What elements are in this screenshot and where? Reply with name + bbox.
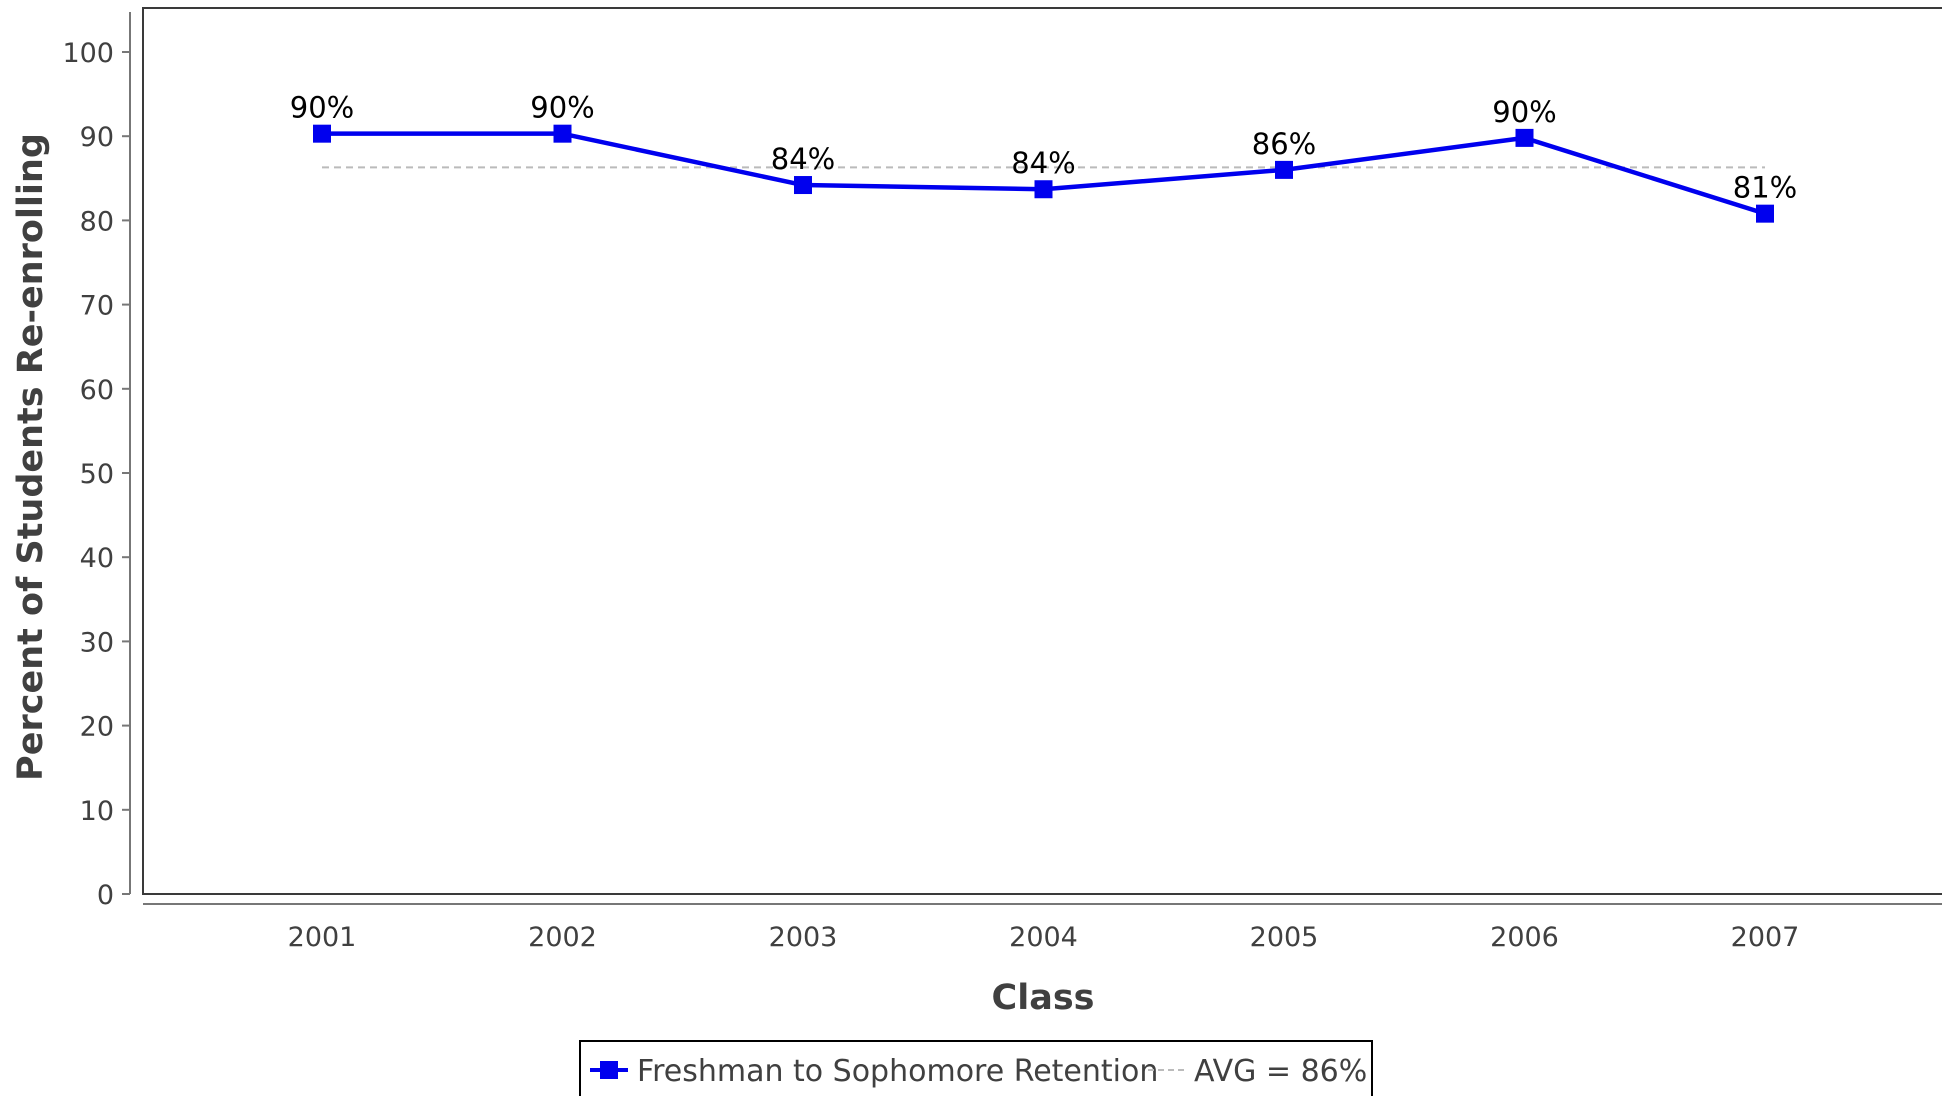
x-tick-label: 2001 [288,922,357,953]
x-tick-label: 2007 [1731,922,1800,953]
y-tick-label: 40 [80,543,114,574]
data-point-marker [1034,180,1053,199]
legend-series-label: Freshman to Sophomore Retention [637,1054,1158,1089]
data-point-marker [313,124,331,143]
y-tick-label: 80 [80,206,114,237]
y-tick-label: 20 [80,712,114,743]
y-tick-label: 0 [97,880,114,911]
series-layer [313,124,1774,223]
legend-series-marker-icon [600,1061,618,1079]
legend-average-label: AVG = 86% [1194,1054,1367,1089]
data-point-marker [794,176,812,195]
data-label: 84% [1011,146,1075,180]
x-tick-label: 2004 [1009,922,1078,953]
x-tick-label: 2002 [528,922,597,953]
data-label: 84% [771,142,835,176]
data-label: 86% [1252,127,1316,161]
data-label: 90% [290,91,354,125]
x-tick-label: 2006 [1490,922,1559,953]
data-point-marker [1275,160,1293,179]
x-axis: 2001 2002 2003 2004 2005 2006 2007 [143,903,1942,953]
x-axis-title: Class [992,978,1095,1018]
y-tick-label: 30 [80,627,114,658]
data-label: 90% [530,91,594,125]
y-tick-label: 10 [80,796,114,827]
y-tick-label: 60 [80,375,114,406]
y-axis-title: Percent of Students Re-enrolling [11,133,51,781]
y-tick-label: 70 [80,291,114,322]
data-label: 90% [1492,95,1556,129]
data-point-marker [1756,204,1774,223]
y-tick-label: 50 [80,459,114,490]
data-point-marker [553,124,572,143]
x-tick-label: 2005 [1250,922,1319,953]
legend: Freshman to Sophomore Retention AVG = 86… [579,1040,1373,1096]
data-label-layer: 90% 90% 84% 84% 86% 90% 81% [290,91,1797,205]
y-tick-label: 90 [80,122,114,153]
y-axis: 0 10 20 30 40 50 60 70 80 90 100 [62,12,131,911]
plot-area-frame [142,7,1942,895]
x-tick-label: 2003 [769,922,838,953]
data-label: 81% [1733,171,1797,205]
y-tick-label: 100 [62,38,114,69]
legend-box [579,1040,1373,1096]
data-point-marker [1515,128,1534,147]
